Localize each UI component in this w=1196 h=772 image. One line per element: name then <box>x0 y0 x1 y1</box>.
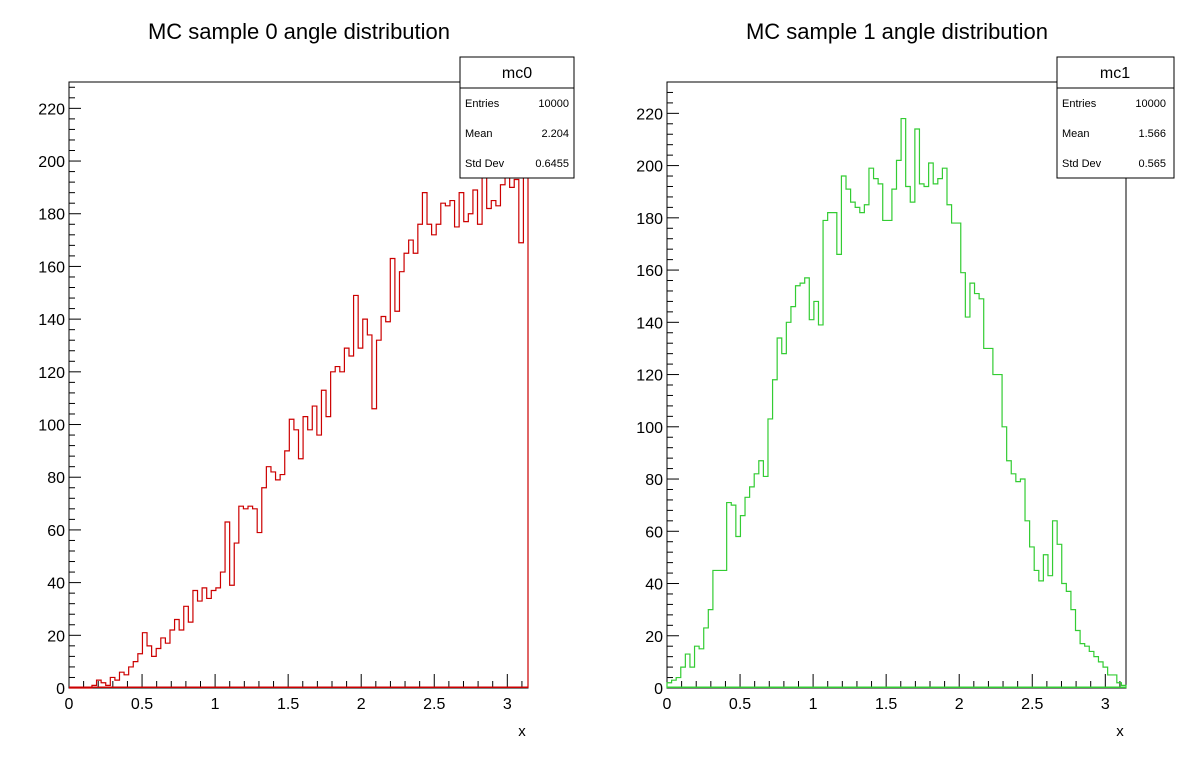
y-tick-label: 200 <box>38 154 65 171</box>
chart-panel-mc1: MC sample 1 angle distribution 020406080… <box>636 19 1175 740</box>
x-axis: 0 0.5 1 1.5 2 2.5 3 <box>65 674 523 713</box>
x-tick-label: 0.5 <box>131 696 153 713</box>
y-tick-label: 60 <box>47 523 65 540</box>
x-tick-label: 2.5 <box>423 696 445 713</box>
y-tick-label: 0 <box>654 681 663 698</box>
y-tick-label: 140 <box>38 312 65 329</box>
y-tick-label: 180 <box>636 211 663 228</box>
stats-name: mc1 <box>1100 65 1130 82</box>
y-tick-label: 40 <box>47 576 65 593</box>
y-tick-label: 120 <box>38 365 65 382</box>
x-tick-label: 0.5 <box>729 696 751 713</box>
x-tick-label: 1.5 <box>875 696 897 713</box>
x-tick-label: 3 <box>1101 696 1110 713</box>
x-axis-title: x <box>1116 723 1124 740</box>
y-tick-label: 40 <box>645 577 663 594</box>
stats-mean-value: 1.566 <box>1138 128 1166 140</box>
x-tick-label: 2 <box>955 696 964 713</box>
histogram-line <box>666 117 1127 688</box>
chart-panel-mc0: MC sample 0 angle distribution 020406080… <box>38 19 575 740</box>
y-tick-label: 80 <box>645 472 663 489</box>
plot-frame <box>68 81 529 689</box>
x-tick-label: 1 <box>809 696 818 713</box>
x-tick-label: 2.5 <box>1021 696 1043 713</box>
stats-mean-label: Mean <box>1062 128 1090 140</box>
y-tick-label: 0 <box>56 681 65 698</box>
stats-entries-label: Entries <box>465 98 500 110</box>
y-tick-label: 180 <box>38 207 65 224</box>
y-tick-label: 20 <box>47 628 65 645</box>
x-tick-label: 1 <box>211 696 220 713</box>
y-tick-label: 220 <box>38 101 65 118</box>
stats-entries-value: 10000 <box>1135 98 1166 110</box>
y-tick-label: 160 <box>636 263 663 280</box>
stats-name: mc0 <box>502 65 532 82</box>
chart-title: MC sample 1 angle distribution <box>746 19 1048 44</box>
stats-mean-label: Mean <box>465 128 493 140</box>
y-tick-label: 100 <box>38 418 65 435</box>
x-tick-label: 3 <box>503 696 512 713</box>
y-axis: 0 20 40 60 80 100 120 140 160 180 200 220 <box>636 81 679 698</box>
stats-std-value: 0.565 <box>1138 158 1166 170</box>
stats-mean-value: 2.204 <box>541 128 569 140</box>
stats-std-value: 0.6455 <box>535 158 569 170</box>
x-tick-label: 0 <box>65 696 74 713</box>
chart-title: MC sample 0 angle distribution <box>148 19 450 44</box>
y-tick-label: 100 <box>636 420 663 437</box>
stats-entries-value: 10000 <box>538 98 569 110</box>
histogram-line <box>69 170 529 689</box>
stats-std-label: Std Dev <box>465 158 505 170</box>
y-tick-label: 120 <box>636 368 663 385</box>
y-tick-label: 160 <box>38 259 65 276</box>
stats-box: mc0 Entries 10000 Mean 2.204 Std Dev 0.6… <box>459 56 575 179</box>
y-tick-label: 200 <box>636 159 663 176</box>
y-tick-label: 220 <box>636 106 663 123</box>
x-tick-label: 1.5 <box>277 696 299 713</box>
y-axis: 0 20 40 60 80 100 120 140 160 180 200 220 <box>38 86 81 698</box>
x-axis-title: x <box>518 723 526 740</box>
x-tick-label: 2 <box>357 696 366 713</box>
x-tick-label: 0 <box>663 696 672 713</box>
y-tick-label: 140 <box>636 315 663 332</box>
stats-entries-label: Entries <box>1062 98 1097 110</box>
y-tick-label: 20 <box>645 629 663 646</box>
stats-std-label: Std Dev <box>1062 158 1102 170</box>
y-tick-label: 80 <box>47 470 65 487</box>
x-axis: 0 0.5 1 1.5 2 2.5 3 <box>663 674 1121 713</box>
stats-box: mc1 Entries 10000 Mean 1.566 Std Dev 0.5… <box>1056 56 1175 179</box>
y-tick-label: 60 <box>645 524 663 541</box>
